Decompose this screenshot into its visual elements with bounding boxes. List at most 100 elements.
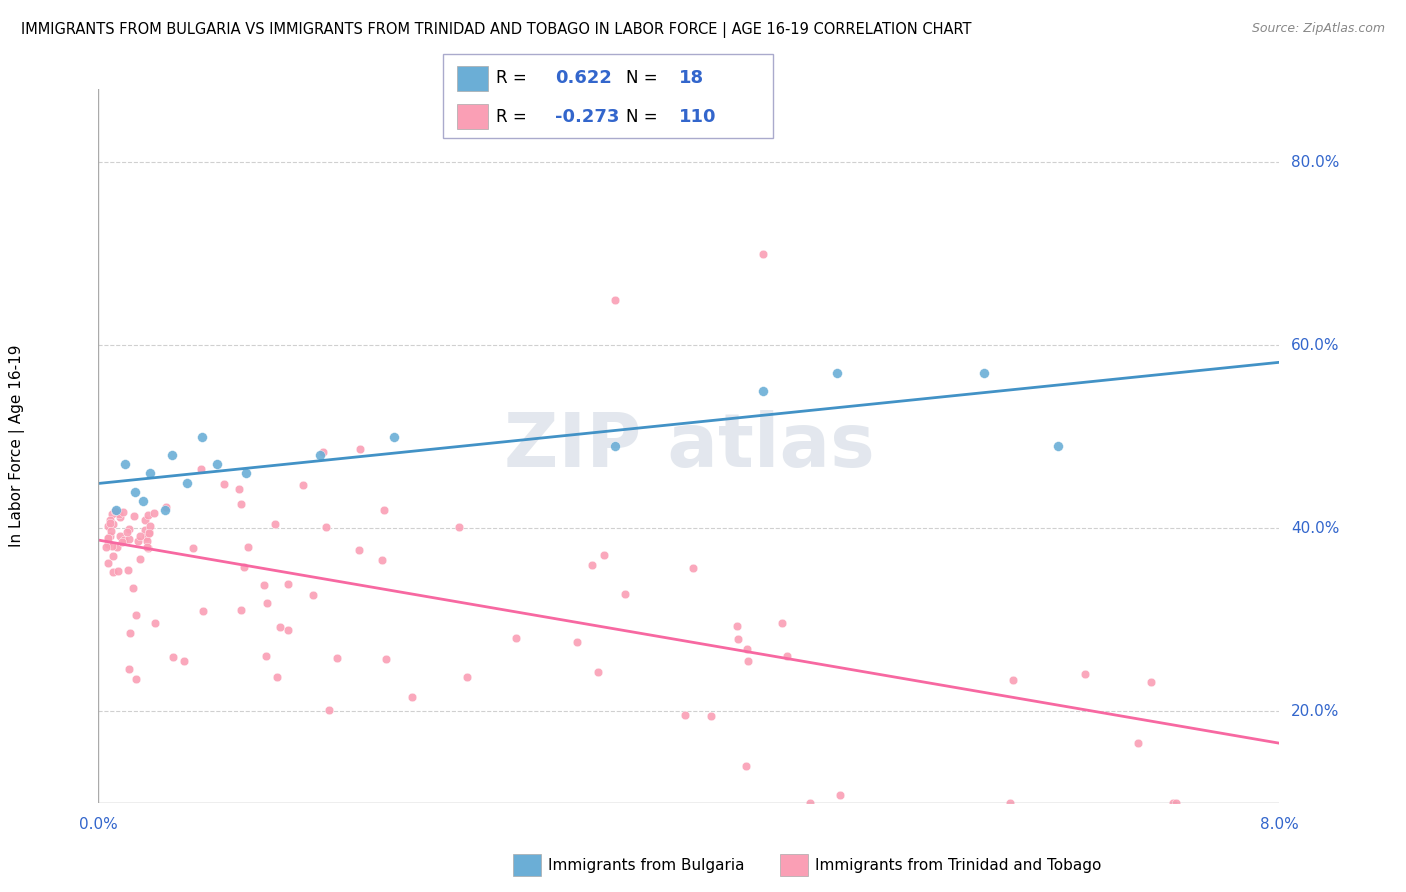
Text: 0.622: 0.622 — [555, 70, 612, 87]
Point — [1164, 796, 1187, 810]
Point — [112, 505, 135, 519]
Text: 0.0%: 0.0% — [79, 816, 118, 831]
Point — [1161, 796, 1184, 810]
Point — [101, 539, 124, 553]
Text: N =: N = — [626, 108, 657, 126]
Point — [122, 581, 145, 595]
Point — [675, 707, 697, 722]
Point — [373, 503, 395, 517]
Point — [318, 703, 340, 717]
Point — [135, 530, 157, 544]
Point — [118, 523, 141, 537]
Point — [138, 525, 160, 540]
Point — [605, 439, 627, 453]
Point — [105, 503, 128, 517]
Text: ZIP atlas: ZIP atlas — [503, 409, 875, 483]
Point — [382, 430, 405, 444]
Text: R =: R = — [496, 108, 527, 126]
Point — [325, 651, 347, 665]
Point — [125, 673, 148, 687]
Text: Immigrants from Trinidad and Tobago: Immigrants from Trinidad and Tobago — [815, 858, 1102, 872]
Text: 80.0%: 80.0% — [1291, 155, 1340, 169]
Point — [751, 384, 773, 398]
Point — [139, 518, 162, 533]
Point — [191, 604, 214, 618]
Point — [155, 500, 177, 514]
Point — [456, 670, 478, 684]
Point — [447, 520, 470, 534]
Point — [129, 552, 152, 566]
Point — [735, 641, 758, 656]
Point — [110, 529, 132, 543]
Point — [101, 566, 124, 580]
Point — [134, 523, 156, 537]
Point — [181, 541, 204, 555]
Text: Immigrants from Bulgaria: Immigrants from Bulgaria — [548, 858, 745, 872]
Point — [142, 506, 165, 520]
Point — [973, 366, 995, 380]
Point — [143, 615, 166, 630]
Point — [254, 648, 277, 663]
Point — [134, 513, 156, 527]
Point — [120, 626, 142, 640]
Point — [1000, 796, 1022, 810]
Point — [127, 533, 149, 548]
Point — [98, 529, 121, 543]
Point — [228, 482, 250, 496]
Text: R =: R = — [496, 70, 527, 87]
Point — [118, 533, 141, 547]
Text: 18: 18 — [679, 70, 704, 87]
Point — [105, 540, 128, 554]
Point — [125, 608, 148, 623]
Point — [233, 559, 256, 574]
Point — [401, 690, 423, 704]
Point — [682, 561, 704, 575]
Point — [292, 477, 315, 491]
Point — [136, 508, 159, 522]
Point — [118, 662, 141, 676]
Point — [799, 796, 821, 810]
Point — [593, 548, 616, 562]
Point — [277, 623, 299, 637]
Point — [586, 665, 609, 679]
Point — [374, 651, 396, 665]
Point — [115, 524, 138, 539]
Point — [1126, 736, 1149, 750]
Point — [124, 509, 146, 524]
Point — [110, 509, 132, 524]
Point — [737, 654, 759, 668]
Point — [315, 520, 337, 534]
Text: Source: ZipAtlas.com: Source: ZipAtlas.com — [1251, 22, 1385, 36]
Point — [505, 631, 527, 645]
Point — [614, 587, 637, 601]
Point — [214, 476, 236, 491]
Point — [117, 563, 139, 577]
Point — [101, 549, 124, 563]
Point — [347, 542, 370, 557]
Point — [825, 366, 848, 380]
Point — [97, 531, 120, 545]
Point — [567, 635, 589, 649]
Point — [97, 537, 120, 551]
Text: 110: 110 — [679, 108, 717, 126]
Point — [114, 458, 136, 472]
Point — [581, 558, 603, 573]
Point — [101, 516, 124, 531]
Text: N =: N = — [626, 70, 657, 87]
Point — [1046, 439, 1069, 453]
Text: 20.0%: 20.0% — [1291, 704, 1340, 719]
Point — [98, 516, 121, 530]
Point — [107, 565, 129, 579]
Point — [173, 654, 195, 668]
Text: 8.0%: 8.0% — [1260, 816, 1299, 831]
Point — [727, 632, 749, 646]
Point — [97, 519, 120, 533]
Point — [238, 540, 260, 554]
Point — [190, 430, 214, 444]
Text: 60.0%: 60.0% — [1291, 338, 1340, 353]
Point — [725, 619, 748, 633]
Text: IMMIGRANTS FROM BULGARIA VS IMMIGRANTS FROM TRINIDAD AND TOBAGO IN LABOR FORCE |: IMMIGRANTS FROM BULGARIA VS IMMIGRANTS F… — [21, 22, 972, 38]
Point — [1002, 673, 1025, 688]
Point — [128, 529, 150, 543]
Point — [828, 788, 851, 802]
